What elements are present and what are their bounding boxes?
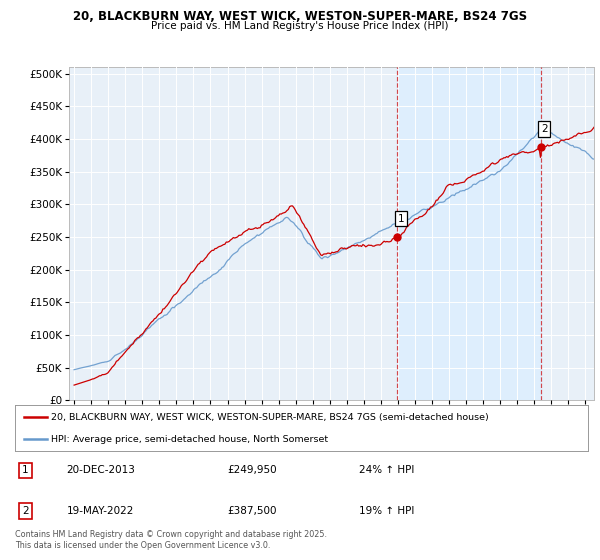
- Text: 20, BLACKBURN WAY, WEST WICK, WESTON-SUPER-MARE, BS24 7GS (semi-detached house): 20, BLACKBURN WAY, WEST WICK, WESTON-SUP…: [50, 413, 488, 422]
- Text: HPI: Average price, semi-detached house, North Somerset: HPI: Average price, semi-detached house,…: [50, 435, 328, 444]
- Text: 2: 2: [22, 506, 29, 516]
- Text: £387,500: £387,500: [227, 506, 277, 516]
- Text: Contains HM Land Registry data © Crown copyright and database right 2025.
This d: Contains HM Land Registry data © Crown c…: [15, 530, 327, 550]
- Text: 2: 2: [541, 124, 548, 134]
- Text: £249,950: £249,950: [227, 465, 277, 475]
- Text: 19% ↑ HPI: 19% ↑ HPI: [359, 506, 414, 516]
- Text: 1: 1: [398, 214, 404, 224]
- Bar: [397, 67, 541, 400]
- Text: 20, BLACKBURN WAY, WEST WICK, WESTON-SUPER-MARE, BS24 7GS: 20, BLACKBURN WAY, WEST WICK, WESTON-SUP…: [73, 10, 527, 22]
- Text: 19-MAY-2022: 19-MAY-2022: [67, 506, 134, 516]
- Text: 24% ↑ HPI: 24% ↑ HPI: [359, 465, 414, 475]
- Text: 1: 1: [22, 465, 29, 475]
- Text: 20-DEC-2013: 20-DEC-2013: [67, 465, 136, 475]
- Text: Price paid vs. HM Land Registry's House Price Index (HPI): Price paid vs. HM Land Registry's House …: [151, 21, 449, 31]
